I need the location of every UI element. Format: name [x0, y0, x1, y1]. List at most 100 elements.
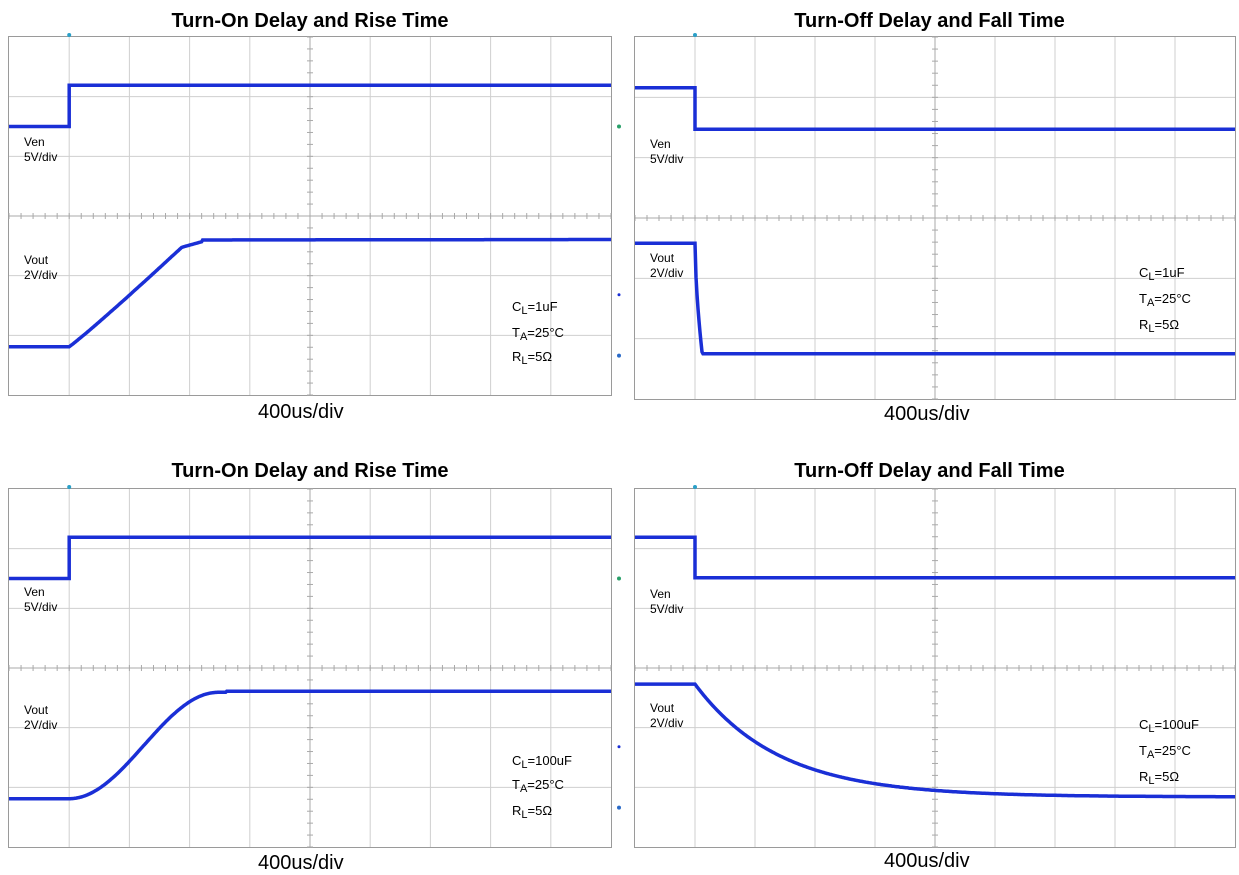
scope-screen: Ven 5V/div Vout 2V/div CL=1uF TA=25°C RL… [634, 33, 1236, 400]
chart-panel-4: Turn-Off Delay and Fall Time Ven 5V/div … [620, 450, 1239, 872]
vout-scale: 2V/div [24, 268, 58, 282]
x-axis-label: 400us/div [258, 852, 344, 874]
cl-value: 1uF [1162, 265, 1185, 280]
ven-label: Ven 5V/div [650, 137, 683, 167]
ta-prefix: T [512, 325, 520, 340]
chart-title: Turn-On Delay and Rise Time [171, 10, 449, 32]
vout-trace [9, 237, 611, 349]
ven-trace [635, 535, 1235, 580]
ta-value: 25°C [1161, 291, 1191, 306]
vout-scale: 2V/div [24, 718, 58, 732]
vout-trace [635, 682, 1235, 799]
scope-screen: Ven 5V/div Vout 2V/div CL=100uF TA=25°C … [634, 485, 1236, 848]
ven-name: Ven [650, 137, 671, 151]
ven-name: Ven [24, 135, 45, 149]
vout-scale: 2V/div [650, 716, 684, 730]
rl-value: 5Ω [1162, 317, 1180, 332]
ta-sub: A [519, 783, 528, 795]
rl-sub: L [1148, 323, 1155, 335]
ven-trace [635, 85, 1235, 132]
scope-screen: Ven 5V/div Vout 2V/div CL=1uF TA=25°C RL… [8, 33, 621, 396]
grid [8, 488, 612, 848]
rl-sub: L [521, 809, 528, 821]
cl-sub: L [1148, 271, 1155, 283]
vout-name: Vout [650, 251, 675, 265]
ven-label: Ven 5V/div [24, 585, 57, 615]
cl-sub: L [521, 759, 528, 771]
rl-sub: L [521, 355, 528, 367]
condition-cl: CL=1uF [1139, 265, 1185, 283]
vout-label: Vout 2V/div [24, 703, 57, 733]
vout-trace [9, 689, 611, 801]
condition-ta: TA=25°C [512, 325, 564, 343]
ven-scale: 5V/div [650, 152, 684, 166]
rl-sub: L [1148, 775, 1155, 787]
x-axis-label: 400us/div [884, 850, 970, 872]
scope-screen: Ven 5V/div Vout 2V/div CL=100uF TA=25°C … [8, 485, 621, 848]
ven-label: Ven 5V/div [650, 587, 683, 617]
ta-sub: A [519, 331, 528, 343]
ven-name: Ven [650, 587, 671, 601]
chart-title: Turn-On Delay and Rise Time [171, 460, 449, 482]
vout-name: Vout [650, 701, 675, 715]
rl-prefix: R [512, 803, 522, 818]
condition-ta: TA=25°C [1139, 743, 1191, 761]
condition-ta: TA=25°C [1139, 291, 1191, 309]
scope-plot [8, 485, 621, 848]
cl-prefix: C [1139, 717, 1149, 732]
vout-name: Vout [24, 253, 49, 267]
ven-trace [9, 83, 611, 129]
ta-sub: A [1146, 297, 1155, 309]
cl-value: 100uF [1162, 717, 1199, 732]
cl-prefix: C [512, 299, 522, 314]
ven-scale: 5V/div [24, 600, 58, 614]
trigger-marker [67, 33, 72, 37]
condition-cl: CL=100uF [1139, 717, 1199, 735]
vout-offset-marker [617, 293, 621, 297]
grid [8, 36, 612, 396]
scope-plot [634, 33, 1236, 400]
x-axis-label: 400us/div [258, 401, 344, 423]
vout-label: Vout 2V/div [650, 251, 683, 281]
cl-value: 100uF [535, 753, 572, 768]
vout-offset-marker [617, 745, 621, 749]
cl-value: 1uF [535, 299, 558, 314]
ta-prefix: T [1139, 743, 1147, 758]
condition-rl: RL=5Ω [1139, 317, 1180, 335]
condition-rl: RL=5Ω [512, 803, 553, 821]
chart-panel-3: Turn-On Delay and Rise Time Ven 5V/div V… [0, 450, 621, 874]
vout-name: Vout [24, 703, 49, 717]
ven-name: Ven [24, 585, 45, 599]
vout-trace [635, 241, 1235, 356]
vout-scale: 2V/div [650, 266, 684, 280]
cl-sub: L [1148, 723, 1155, 735]
chart-title: Turn-Off Delay and Fall Time [794, 460, 1065, 482]
ground-marker [617, 353, 621, 358]
rl-value: 5Ω [535, 803, 553, 818]
ta-prefix: T [512, 777, 520, 792]
condition-rl: RL=5Ω [1139, 769, 1180, 787]
vout-label: Vout 2V/div [24, 253, 57, 283]
ven-label: Ven 5V/div [24, 135, 57, 165]
trigger-marker [693, 485, 697, 489]
chart-panel-2: Turn-Off Delay and Fall Time Ven 5V/div … [620, 0, 1239, 440]
chart-panel-1: Turn-On Delay and Rise Time Ven 5V/div V… [0, 0, 621, 440]
ven-level-marker [617, 124, 621, 129]
scope-plot [634, 485, 1236, 848]
ven-scale: 5V/div [650, 602, 684, 616]
condition-cl: CL=100uF [512, 753, 572, 771]
ta-prefix: T [1139, 291, 1147, 306]
trigger-marker [67, 485, 72, 489]
ta-value: 25°C [1161, 743, 1191, 758]
cl-prefix: C [512, 753, 522, 768]
grid [634, 36, 1236, 400]
rl-value: 5Ω [535, 349, 553, 364]
rl-value: 5Ω [1162, 769, 1180, 784]
cl-prefix: C [1139, 265, 1149, 280]
ground-marker [617, 805, 621, 810]
ta-sub: A [1146, 749, 1155, 761]
x-axis-label: 400us/div [884, 403, 970, 425]
trigger-marker [693, 33, 697, 37]
ta-value: 25°C [534, 777, 564, 792]
chart-title: Turn-Off Delay and Fall Time [794, 10, 1065, 32]
